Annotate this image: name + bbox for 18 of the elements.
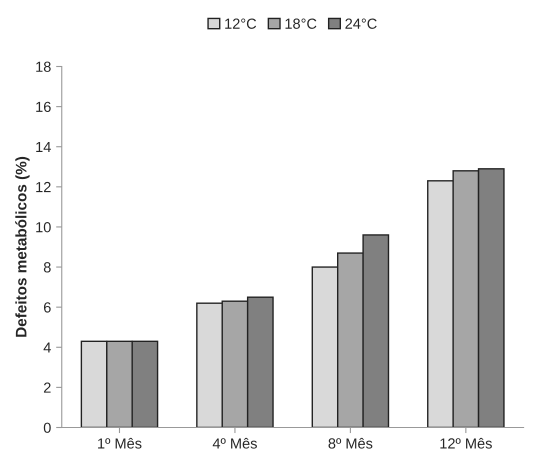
legend-label: 18°C [286, 18, 316, 29]
y-tick-label: 0 [44, 422, 51, 433]
y-tick-label: 4 [44, 342, 51, 353]
x-tick-label: 12º Mês [440, 438, 492, 449]
y-tick-label: 2 [44, 382, 51, 393]
legend-label: 12°C [225, 18, 256, 29]
legend-label: 24°C [345, 18, 377, 29]
x-tick-label: 4º Mês [212, 438, 257, 449]
y-tick-label: 18 [36, 62, 51, 72]
y-tick-label: 16 [36, 102, 51, 112]
y-tick-label: 14 [36, 142, 51, 152]
y-tick-label: 8 [44, 262, 51, 272]
y-tick-label: 12 [36, 182, 51, 192]
x-tick-label: 8º Mês [328, 438, 372, 449]
x-tick-label: 1º Mês [98, 438, 142, 449]
y-tick-label: 10 [36, 222, 51, 232]
y-axis-title: Defeitos metabólicos (%) [15, 156, 30, 337]
y-tick-label: 6 [44, 302, 51, 313]
